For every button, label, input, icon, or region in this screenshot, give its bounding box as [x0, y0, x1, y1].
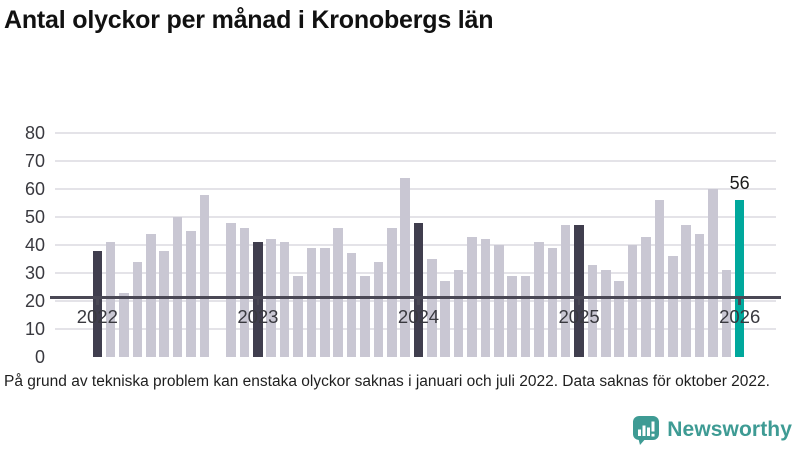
bar-2023-04 [293, 275, 303, 357]
bar-2024-07 [493, 245, 504, 357]
bar-2022-03 [119, 292, 129, 357]
branding-name: Newsworthy [667, 418, 792, 441]
bar-2023-06 [320, 247, 330, 357]
bar-2025-03 [601, 270, 611, 357]
bar-2023-10 [373, 261, 384, 357]
bar-2023-05 [306, 247, 317, 357]
bar-2024-11 [547, 247, 558, 357]
x-axis-tick-2025 [577, 298, 581, 305]
bar-2022-12 [239, 228, 250, 357]
value-label-2026-01: 56 [729, 173, 750, 194]
bar-2025-02 [587, 264, 598, 357]
bar-2022-02 [105, 242, 116, 357]
x-axis-tick-2023 [256, 298, 260, 305]
bar-2025-01 [574, 225, 584, 357]
bar-2022-08 [186, 231, 196, 357]
bar-2023-09 [360, 275, 370, 357]
bar-2023-07 [333, 228, 343, 357]
bar-2023-08 [346, 253, 357, 357]
bar-2022-06 [159, 250, 169, 357]
x-axis-label-2022: 2022 [76, 306, 118, 327]
x-axis-tick-2026 [738, 298, 741, 305]
bar-2023-03 [279, 242, 290, 357]
bar-2024-04 [453, 270, 464, 357]
y-axis-label-50: 50 [24, 207, 45, 227]
y-axis-label-60: 60 [24, 179, 45, 199]
x-axis-tick-2024 [417, 298, 420, 305]
newsworthy-chart-bubble-icon [633, 416, 660, 445]
bar-2024-09 [520, 275, 531, 357]
x-axis-label-2026: 2026 [719, 306, 761, 327]
branding: Newsworthy [632, 415, 792, 445]
chart-title: Antal olyckor per månad i Kronobergs län [4, 6, 494, 34]
bar-2023-12 [400, 177, 410, 357]
grid-line-y-80 [55, 132, 776, 134]
bar-2024-01 [413, 222, 424, 357]
bar-2022-05 [146, 233, 156, 357]
bar-2022-04 [132, 261, 143, 357]
bar-chart: 0 10 20 30 40 50 60 70 80 2022 2023 2024 2025 2026 56 [0, 60, 800, 367]
x-axis-label-2025: 2025 [558, 306, 600, 327]
grid-line-y-70 [55, 160, 776, 162]
x-axis-line [50, 296, 781, 299]
y-axis-label-40: 40 [24, 235, 45, 255]
bar-2026-01 [734, 200, 745, 357]
y-axis-label-0: 0 [34, 347, 45, 367]
bar-2025-12 [721, 270, 732, 357]
grid-line-y-50 [55, 216, 776, 218]
bar-2025-04 [614, 281, 625, 357]
bar-2024-12 [560, 225, 571, 357]
bar-2022-11 [226, 222, 236, 357]
bar-2024-08 [507, 275, 517, 357]
x-axis-label-2024: 2024 [397, 306, 440, 327]
bar-2024-02 [427, 259, 437, 357]
y-axis-label-30: 30 [24, 263, 45, 283]
y-axis-label-20: 20 [24, 291, 45, 311]
bar-2025-10 [694, 233, 705, 357]
bar-2024-10 [534, 242, 544, 357]
chart-footnote: På grund av tekniska problem kan enstaka… [4, 373, 770, 390]
bar-2025-11 [708, 189, 718, 357]
y-axis-label-70: 70 [24, 151, 45, 171]
plot-area [55, 132, 776, 357]
y-axis-label-80: 80 [24, 123, 45, 143]
bar-2025-08 [667, 256, 678, 357]
bar-2025-09 [681, 225, 691, 357]
x-axis-tick-2022 [96, 298, 99, 305]
bar-2025-07 [654, 200, 665, 357]
y-axis-label-10: 10 [24, 319, 45, 339]
x-axis-label-2023: 2023 [237, 306, 279, 327]
bar-2025-05 [627, 245, 638, 357]
bar-2024-03 [440, 281, 451, 357]
bar-2022-09 [199, 194, 210, 357]
grid-line-y-60 [55, 188, 776, 190]
bar-2023-11 [386, 228, 397, 357]
bar-2022-07 [172, 217, 183, 357]
